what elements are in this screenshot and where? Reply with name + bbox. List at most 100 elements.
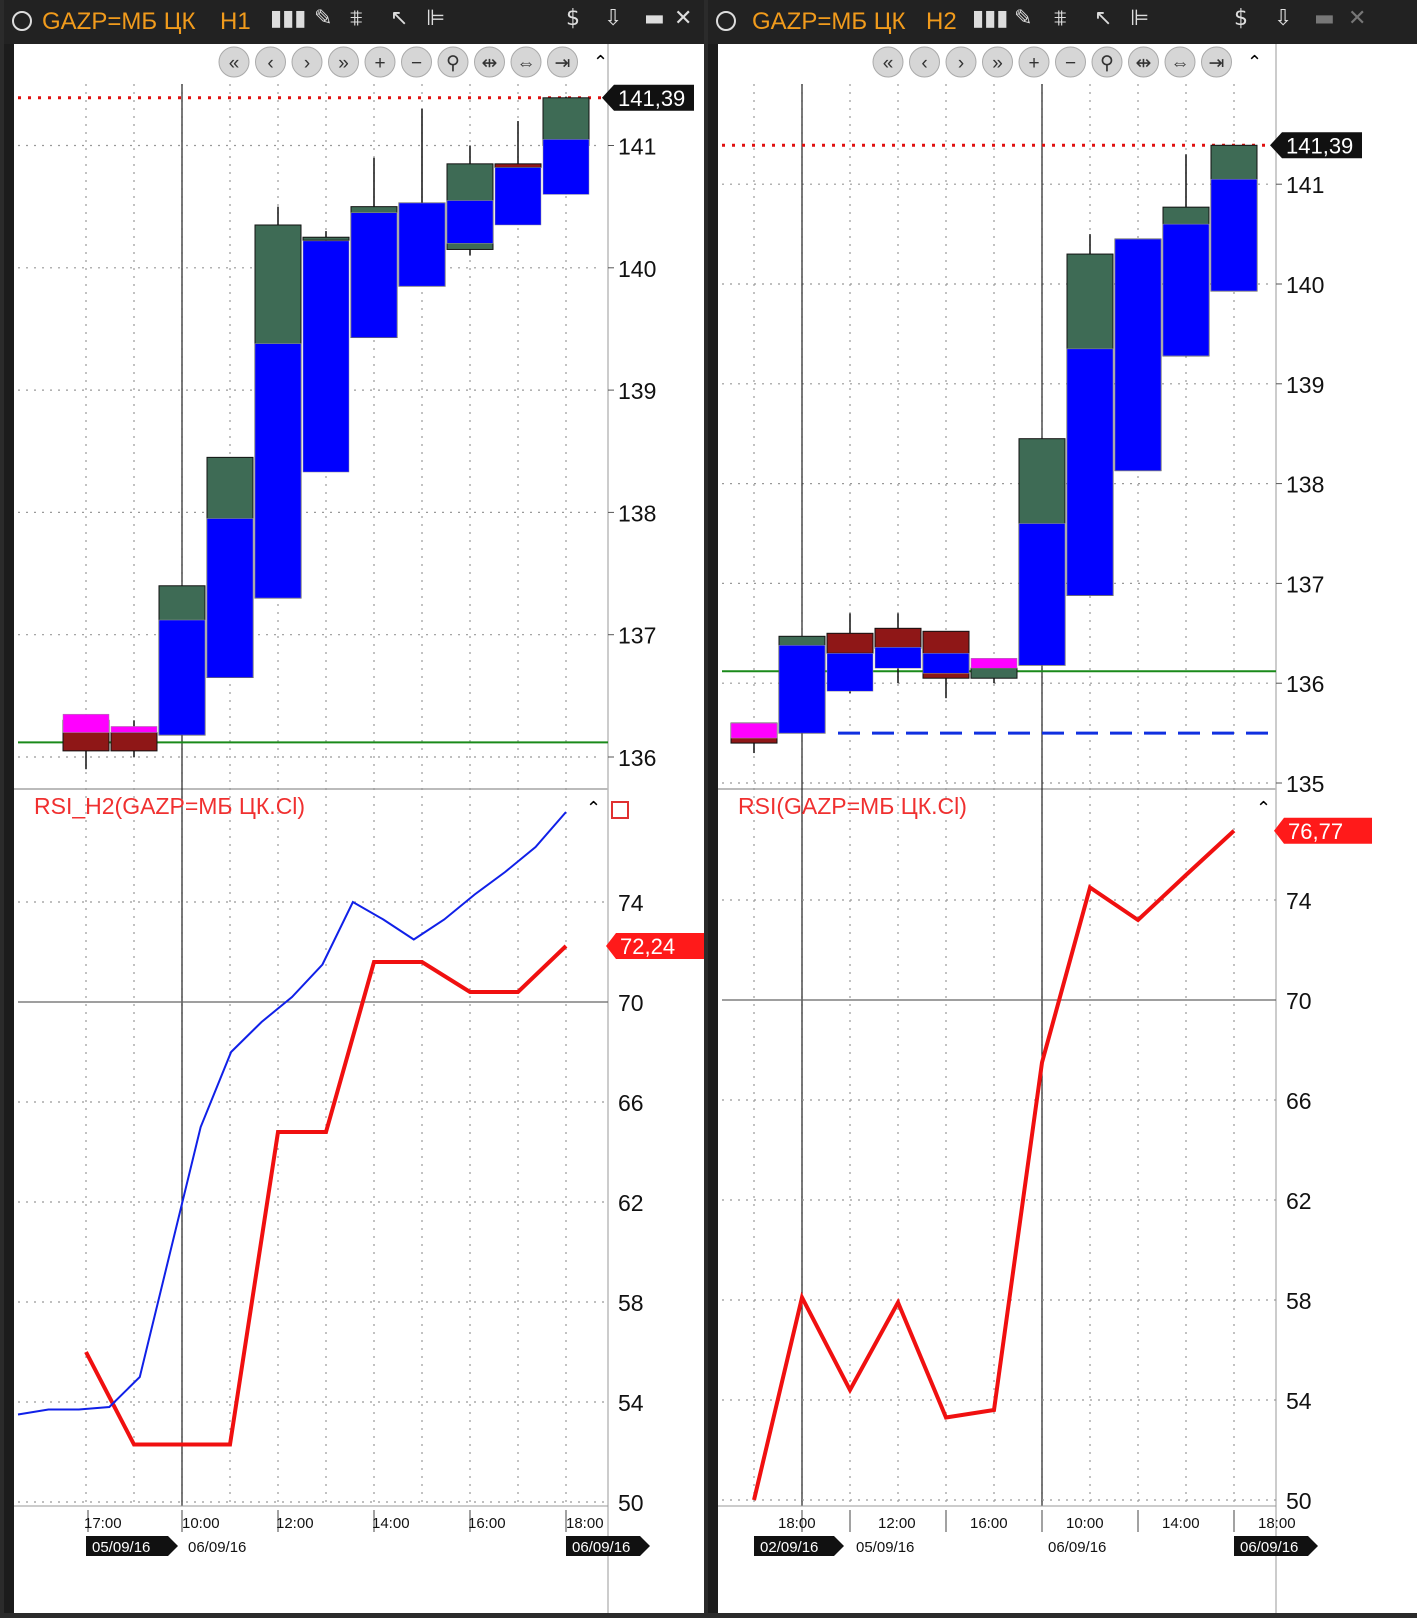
price-tick-label: 136 bbox=[1286, 671, 1324, 697]
date-badge bbox=[1234, 1536, 1318, 1556]
candle-body bbox=[110, 732, 158, 752]
last-price-badge bbox=[1270, 132, 1362, 159]
x-tick-label: 12:00 bbox=[276, 1515, 314, 1532]
rsi-title: RSI_H2(GAZP=МБ ЦК.Cl) bbox=[34, 793, 305, 819]
nav-button-7 bbox=[474, 46, 505, 78]
overlay-bar bbox=[1018, 523, 1066, 666]
collapse-icon: ⌃ bbox=[586, 798, 601, 818]
depth-icon[interactable]: ⊫ bbox=[426, 6, 446, 31]
x-tick-label: 16:00 bbox=[970, 1515, 1008, 1532]
x-tick-label: 18:00 bbox=[778, 1515, 816, 1532]
overlay-bar bbox=[158, 619, 206, 736]
candle-body bbox=[826, 632, 874, 654]
nav-icon-5: − bbox=[411, 53, 422, 74]
nav-button-9 bbox=[547, 46, 578, 78]
nav-icon-4: + bbox=[374, 53, 385, 74]
timeframe-label[interactable]: H1 bbox=[220, 8, 251, 35]
price-tick-label: 141 bbox=[1286, 172, 1324, 198]
pencil-icon[interactable]: ✎ bbox=[1014, 6, 1033, 31]
dollar-icon[interactable]: $ bbox=[566, 6, 580, 31]
nav-button-4 bbox=[364, 46, 396, 78]
nav-button-7 bbox=[1128, 46, 1159, 78]
chart-svg[interactable]: « ‹ › » + − ⚲ ⇹ ⇔ ⇥ ⌃ 135 136 137 138 139 140 141 141,39 RS… bbox=[718, 44, 1417, 1613]
nav-button-5 bbox=[1055, 46, 1086, 78]
nav-icon-1: ‹ bbox=[267, 53, 273, 74]
rsi-line-1 bbox=[17, 811, 567, 1416]
nav-button-9 bbox=[1201, 46, 1232, 78]
overlay-bar bbox=[446, 200, 494, 244]
close-icon[interactable]: ✕ bbox=[674, 6, 693, 31]
nav-button-1 bbox=[909, 46, 940, 78]
chart-type-icon[interactable]: ⩨ bbox=[350, 6, 363, 31]
price-tick-label: 137 bbox=[618, 623, 656, 649]
nav-button-2 bbox=[291, 46, 323, 78]
nav-button-0 bbox=[872, 46, 904, 78]
rsi-tick-label: 70 bbox=[618, 990, 644, 1016]
dollar-icon[interactable]: $ bbox=[1234, 6, 1248, 31]
status-circle-icon[interactable] bbox=[12, 11, 32, 31]
last-price-label: 141,39 bbox=[1286, 133, 1353, 158]
rsi-tick-label: 58 bbox=[1286, 1288, 1312, 1314]
last-price-label: 141,39 bbox=[618, 86, 685, 111]
maximize-icon[interactable]: ▬ bbox=[644, 6, 665, 31]
overlay-bar bbox=[398, 202, 446, 287]
nav-button-0 bbox=[218, 46, 250, 78]
download-icon[interactable]: ⇩ bbox=[604, 6, 623, 31]
timeframe-label[interactable]: H2 bbox=[926, 8, 957, 35]
overlay-bar bbox=[1210, 178, 1258, 292]
titlebar: GAZP=МБ ЦК H1 ▮▮▮ ✎ ⩨ ↖ ⊫ $ ⇩ ▬ ✕ bbox=[4, 0, 704, 44]
nav-icon-8: ⇔ bbox=[517, 53, 536, 74]
chart-svg[interactable]: « ‹ › » + − ⚲ ⇹ ⇔ ⇥ ⌃ 136 137 138 139 140 141 141,39 RSI_H… bbox=[14, 44, 704, 1613]
symbol-label[interactable]: GAZP=МБ ЦК bbox=[42, 8, 196, 35]
close-icon[interactable]: ✕ bbox=[1348, 6, 1367, 31]
overlay-bar bbox=[1162, 223, 1210, 357]
chart-type-icon[interactable]: ⩨ bbox=[1054, 6, 1067, 31]
nav-button-6 bbox=[437, 46, 469, 78]
cursor-icon[interactable]: ↖ bbox=[390, 6, 409, 31]
date-label: 06/09/16 bbox=[572, 1539, 630, 1556]
rsi-title: RSI(GAZP=МБ ЦК.Cl) bbox=[738, 793, 967, 819]
rsi-line-0 bbox=[84, 944, 568, 1447]
overlay-bar bbox=[874, 647, 922, 669]
rsi-tick-label: 66 bbox=[618, 1090, 644, 1116]
rsi-tick-label: 70 bbox=[1286, 988, 1312, 1014]
overlay-bar bbox=[302, 240, 350, 473]
nav-button-2 bbox=[945, 46, 977, 78]
nav-button-1 bbox=[255, 46, 286, 78]
nav-icon-5: − bbox=[1065, 53, 1076, 74]
overlay-bar bbox=[62, 713, 110, 733]
pencil-icon[interactable]: ✎ bbox=[314, 6, 333, 31]
candles-icon[interactable]: ▮▮▮ bbox=[270, 6, 307, 31]
x-tick-label: 17:00 bbox=[84, 1515, 122, 1532]
depth-icon[interactable]: ⊫ bbox=[1130, 6, 1150, 31]
candles-icon[interactable]: ▮▮▮ bbox=[972, 6, 1009, 31]
chart-area[interactable]: « ‹ › » + − ⚲ ⇹ ⇔ ⇥ ⌃ 135 136 137 138 139 140 141 141,39 RS… bbox=[718, 44, 1417, 1613]
nav-icon-2: › bbox=[304, 53, 310, 74]
price-tick-label: 137 bbox=[1286, 571, 1324, 597]
status-circle-icon[interactable] bbox=[716, 11, 736, 31]
rsi-last-badge bbox=[1274, 817, 1372, 844]
nav-icon-3: » bbox=[338, 53, 349, 74]
overlay-bar bbox=[778, 645, 826, 734]
chart-window-h1: GAZP=МБ ЦК H1 ▮▮▮ ✎ ⩨ ↖ ⊫ $ ⇩ ▬ ✕ « ‹ › » + −… bbox=[4, 0, 704, 1613]
rsi-tick-label: 50 bbox=[1286, 1488, 1312, 1514]
maximize-icon[interactable]: ▬ bbox=[1314, 6, 1335, 31]
price-tick-label: 140 bbox=[618, 256, 656, 282]
date-label: 06/09/16 bbox=[188, 1539, 246, 1556]
date-badge bbox=[86, 1536, 178, 1556]
nav-icon-9: ⇥ bbox=[555, 53, 571, 74]
overlay-bar bbox=[970, 658, 1018, 669]
date-label: 02/09/16 bbox=[760, 1539, 818, 1556]
download-icon[interactable]: ⇩ bbox=[1274, 6, 1293, 31]
cursor-icon[interactable]: ↖ bbox=[1094, 6, 1113, 31]
symbol-label[interactable]: GAZP=МБ ЦК bbox=[752, 8, 906, 35]
chart-area[interactable]: « ‹ › » + − ⚲ ⇹ ⇔ ⇥ ⌃ 136 137 138 139 140 141 141,39 RSI_H… bbox=[14, 44, 704, 1613]
date-label: 05/09/16 bbox=[92, 1539, 150, 1556]
nav-icon-9: ⇥ bbox=[1209, 53, 1225, 74]
rsi-tick-label: 74 bbox=[618, 890, 644, 916]
date-label: 06/09/16 bbox=[1048, 1539, 1106, 1556]
settings-icon bbox=[611, 801, 629, 819]
nav-icon-7: ⇹ bbox=[1136, 53, 1152, 74]
price-tick-label: 138 bbox=[618, 500, 656, 526]
price-tick-label: 141 bbox=[618, 134, 656, 160]
